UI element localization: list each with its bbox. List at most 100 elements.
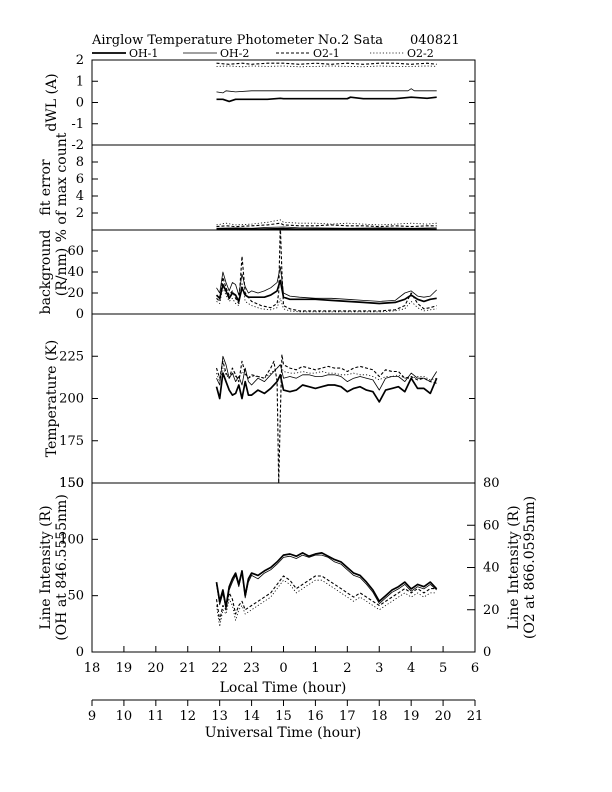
universal-time-tick-label: 18 (371, 709, 388, 724)
series-o2-1-line (215, 354, 437, 483)
y-tick-label: 225 (59, 349, 84, 364)
series-oh-2-line (216, 554, 437, 610)
y2-axis-title: Line Intensity (R) (506, 505, 522, 629)
x-axes: Local Time (hour) Universal Time (hour) … (84, 646, 484, 741)
universal-time-tick-label: 16 (307, 709, 324, 724)
panel-background: 60 40 20 0 background (R/nm) (38, 229, 476, 322)
legend-label-o2-1: O2-1 (313, 47, 340, 60)
panel-frame (91, 482, 476, 653)
series-o2-1-line (216, 230, 437, 312)
y-axis-title-line2: % of max count (54, 132, 70, 242)
local-time-tick-label: 4 (407, 661, 415, 676)
y-tick-label: 1 (76, 74, 84, 89)
local-time-tick-label: 0 (279, 661, 287, 676)
y-tick-label: 40 (67, 265, 84, 280)
y-axis-title: Temperature (K) (44, 340, 60, 458)
local-time-tick-label: 1 (311, 661, 319, 676)
universal-time-tick-label: 9 (88, 709, 96, 724)
y2-tick-label: 80 (483, 476, 500, 491)
y-axis-title: Line Intensity (R) (38, 505, 54, 629)
legend-label-oh-1: OH-1 (129, 47, 158, 60)
panel-frame (91, 59, 476, 146)
series-oh-2-line (216, 226, 437, 229)
legend: OH-1 OH-2 O2-1 O2-2 (92, 47, 434, 60)
panel-frame (91, 313, 476, 484)
series-o2-2-line (216, 364, 437, 383)
series-oh-1-line (216, 96, 437, 103)
universal-time-tick-label: 13 (211, 709, 228, 724)
series-o2-2-line (216, 65, 437, 68)
y-tick-label: 100 (59, 532, 84, 547)
panel-dwl: 2 1 0 -1 -2 dWL (A) (44, 53, 476, 153)
local-time-tick-label: 20 (148, 661, 165, 676)
local-time-tick-label: 23 (243, 661, 260, 676)
y-tick-label: 2 (76, 206, 84, 221)
universal-time-tick-label: 11 (148, 709, 165, 724)
universal-time-axis-title: Universal Time (hour) (205, 725, 362, 741)
local-time-tick-label: 22 (211, 661, 228, 676)
panel-frame (91, 144, 476, 231)
series-o2-2-line (216, 219, 437, 226)
series-o2-1-line (215, 575, 437, 621)
legend-label-o2-2: O2-2 (407, 47, 434, 60)
y-axis-title-line2: (R/nm) (54, 248, 70, 296)
local-time-tick-label: 2 (343, 661, 351, 676)
y-axis-title-line2: (OH at 846.5555nm) (54, 494, 70, 641)
y-tick-label: 200 (59, 392, 84, 407)
panel-fit-error: 8 6 4 2 fit error% of max count (38, 132, 476, 242)
panels: 2 1 0 -1 -2 dWL (A) 8 6 4 2 fit error% of max coun… (38, 53, 538, 660)
chart-title: Airglow Temperature Photometer No.2 Sata (91, 33, 383, 48)
series-oh-2-line (216, 88, 437, 94)
y2-tick-label: 40 (483, 561, 500, 576)
legend-label-oh-2: OH-2 (220, 47, 249, 60)
y-tick-label: 50 (67, 589, 84, 604)
series-o2-2-line (216, 579, 437, 627)
y-tick-label: 175 (59, 434, 84, 449)
series-o2-2-line (216, 282, 437, 313)
y-tick-label: 4 (76, 189, 84, 204)
y2-tick-label: 20 (483, 603, 500, 618)
y2-tick-label: 0 (483, 645, 491, 660)
universal-time-tick-label: 19 (403, 709, 420, 724)
header: Airglow Temperature Photometer No.2 Sata… (91, 33, 460, 48)
local-time-tick-label: 18 (84, 661, 101, 676)
universal-time-tick-label: 17 (339, 709, 356, 724)
series-oh-2-line (216, 266, 437, 302)
local-time-tick-label: 21 (179, 661, 196, 676)
y-tick-label: 150 (59, 476, 84, 491)
y-tick-label: 8 (76, 155, 84, 170)
universal-time-tick-label: 10 (116, 709, 133, 724)
universal-time-tick-label: 14 (243, 709, 260, 724)
series-oh-1-line (216, 227, 437, 230)
y-tick-label: 0 (76, 645, 84, 660)
universal-time-tick-label: 21 (467, 709, 484, 724)
y-tick-label: 60 (67, 244, 84, 259)
universal-time-tick-label: 12 (179, 709, 196, 724)
y-tick-label: 6 (76, 172, 84, 187)
y2-tick-label: 60 (483, 518, 500, 533)
chart-date: 040821 (410, 33, 460, 48)
y-tick-label: 2 (76, 53, 84, 68)
local-time-tick-label: 3 (375, 661, 383, 676)
y-tick-label: 20 (67, 286, 84, 301)
y-tick-label: 150 (59, 476, 84, 491)
y-axis-title: background (38, 230, 54, 315)
local-time-tick-label: 19 (116, 661, 133, 676)
local-time-tick-label: 6 (471, 661, 479, 676)
y-tick-label: -2 (71, 138, 84, 153)
y-tick-label: 0 (76, 307, 84, 322)
series-oh-1-line (215, 372, 438, 403)
universal-time-tick-label: 20 (435, 709, 452, 724)
y-axis-title: dWL (A) (44, 73, 60, 131)
y-tick-label: 0 (76, 96, 84, 111)
y2-axis-title-line2: (O2 at 866.0595nm) (522, 496, 538, 639)
local-time-axis-title: Local Time (hour) (220, 680, 347, 696)
y-axis-title: fit error (38, 159, 54, 216)
y-tick-label: -1 (71, 117, 84, 132)
series-o2-1-line (216, 62, 437, 65)
panel-temperature: 225 200 175 150 Temperature (K) (44, 313, 476, 491)
series-oh-1-line (215, 552, 438, 608)
universal-time-tick-label: 15 (275, 709, 292, 724)
